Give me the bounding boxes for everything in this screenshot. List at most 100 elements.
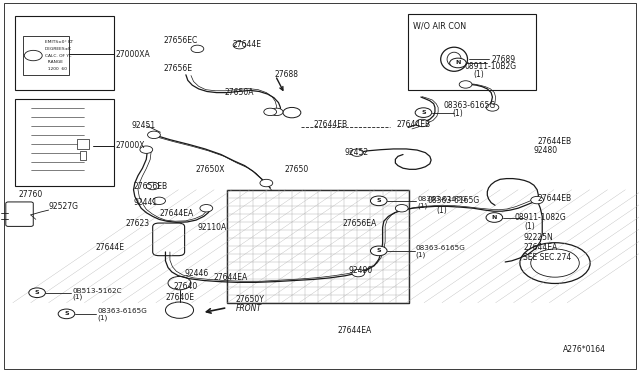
Text: 27623: 27623 — [125, 219, 149, 228]
Text: S: S — [376, 198, 381, 203]
Text: S: S — [35, 290, 40, 295]
Text: 27644EB: 27644EB — [397, 121, 431, 129]
Text: A276*0164: A276*0164 — [563, 344, 605, 353]
Text: 92441: 92441 — [134, 198, 157, 207]
Text: 27644E: 27644E — [232, 40, 262, 49]
Text: DEGREES±K: DEGREES±K — [45, 47, 72, 51]
Circle shape — [283, 108, 301, 118]
Text: SEE SEC.274: SEE SEC.274 — [523, 253, 572, 262]
FancyBboxPatch shape — [77, 138, 89, 149]
Text: 92527G: 92527G — [49, 202, 79, 211]
Text: 27656EC: 27656EC — [164, 36, 198, 45]
FancyBboxPatch shape — [227, 190, 410, 303]
Text: 08363-6165G: 08363-6165G — [416, 245, 466, 251]
FancyBboxPatch shape — [6, 202, 33, 227]
Text: 08363-6165G: 08363-6165G — [98, 308, 148, 314]
Ellipse shape — [441, 47, 467, 71]
Text: 92110A: 92110A — [197, 223, 227, 232]
Circle shape — [147, 182, 159, 190]
Text: EMITS±0° KT: EMITS±0° KT — [45, 40, 73, 44]
Text: 27688: 27688 — [274, 70, 298, 79]
Circle shape — [486, 213, 502, 222]
Text: 27644EA: 27644EA — [523, 243, 557, 251]
Circle shape — [531, 249, 579, 277]
Circle shape — [450, 58, 467, 68]
Text: 27650X: 27650X — [195, 165, 225, 174]
Ellipse shape — [447, 52, 461, 66]
Text: 08363-6165G: 08363-6165G — [417, 196, 467, 202]
Text: 08911-1082G: 08911-1082G — [515, 213, 566, 222]
Circle shape — [460, 81, 472, 88]
Text: (1): (1) — [72, 294, 83, 301]
Text: S: S — [376, 248, 381, 253]
Text: RANGE: RANGE — [45, 60, 63, 64]
Text: (1): (1) — [453, 109, 463, 118]
Text: 27650A: 27650A — [224, 88, 253, 97]
Text: 27644EA: 27644EA — [159, 209, 193, 218]
Text: (1): (1) — [416, 252, 426, 258]
Circle shape — [200, 205, 212, 212]
Circle shape — [153, 197, 166, 205]
Text: 08363-6165G: 08363-6165G — [428, 196, 479, 205]
Circle shape — [233, 41, 246, 49]
Text: 08363-6165G: 08363-6165G — [444, 101, 495, 110]
Text: 92225N: 92225N — [523, 232, 553, 242]
Circle shape — [416, 119, 429, 127]
Text: 27650Y: 27650Y — [235, 295, 264, 304]
Text: (1): (1) — [473, 70, 484, 79]
Circle shape — [24, 50, 42, 61]
Text: N: N — [492, 215, 497, 220]
Text: 92480: 92480 — [534, 146, 558, 155]
Text: 92451: 92451 — [132, 121, 156, 130]
Circle shape — [371, 246, 387, 256]
Circle shape — [520, 243, 590, 283]
FancyBboxPatch shape — [23, 36, 69, 75]
Text: (1): (1) — [417, 202, 428, 209]
Text: S: S — [421, 110, 426, 115]
Circle shape — [371, 196, 387, 206]
FancyBboxPatch shape — [15, 99, 114, 186]
Text: 27689: 27689 — [491, 55, 515, 64]
Text: 27644EB: 27644EB — [537, 137, 572, 146]
Text: 92446: 92446 — [184, 269, 209, 278]
Circle shape — [168, 276, 191, 290]
Text: 08911-10B2G: 08911-10B2G — [465, 62, 517, 71]
Circle shape — [270, 108, 283, 116]
Circle shape — [486, 104, 499, 111]
Text: 27760: 27760 — [19, 190, 43, 199]
Text: N: N — [455, 61, 461, 65]
FancyBboxPatch shape — [15, 16, 114, 90]
Text: 27650: 27650 — [285, 165, 309, 174]
Circle shape — [352, 269, 365, 277]
Text: 27000XA: 27000XA — [116, 50, 150, 59]
Circle shape — [351, 149, 364, 156]
Text: 27640: 27640 — [173, 282, 197, 291]
Text: 27000X: 27000X — [116, 141, 145, 151]
Text: FRONT: FRONT — [236, 304, 262, 313]
Text: 27644EB: 27644EB — [314, 121, 348, 129]
Text: 92452: 92452 — [344, 148, 369, 157]
Text: 92490: 92490 — [349, 266, 373, 275]
Circle shape — [191, 45, 204, 52]
Text: 27656EA: 27656EA — [342, 219, 376, 228]
Circle shape — [140, 146, 153, 153]
Text: 1200  60: 1200 60 — [45, 67, 67, 71]
Circle shape — [29, 288, 45, 298]
FancyBboxPatch shape — [4, 3, 636, 369]
Circle shape — [264, 108, 276, 116]
FancyBboxPatch shape — [408, 15, 536, 90]
Circle shape — [396, 205, 408, 212]
Text: 27656EB: 27656EB — [134, 182, 168, 191]
FancyBboxPatch shape — [80, 151, 86, 160]
Text: 27644EB: 27644EB — [537, 195, 572, 203]
Text: 27656E: 27656E — [164, 64, 193, 73]
Circle shape — [260, 179, 273, 187]
Text: (1): (1) — [98, 315, 108, 321]
Text: 27640E: 27640E — [166, 293, 195, 302]
Text: 27644EA: 27644EA — [338, 326, 372, 335]
Text: CALC. OF YL: CALC. OF YL — [45, 54, 71, 58]
Circle shape — [531, 196, 543, 204]
Circle shape — [58, 309, 75, 319]
Circle shape — [415, 108, 432, 118]
Circle shape — [148, 131, 161, 138]
